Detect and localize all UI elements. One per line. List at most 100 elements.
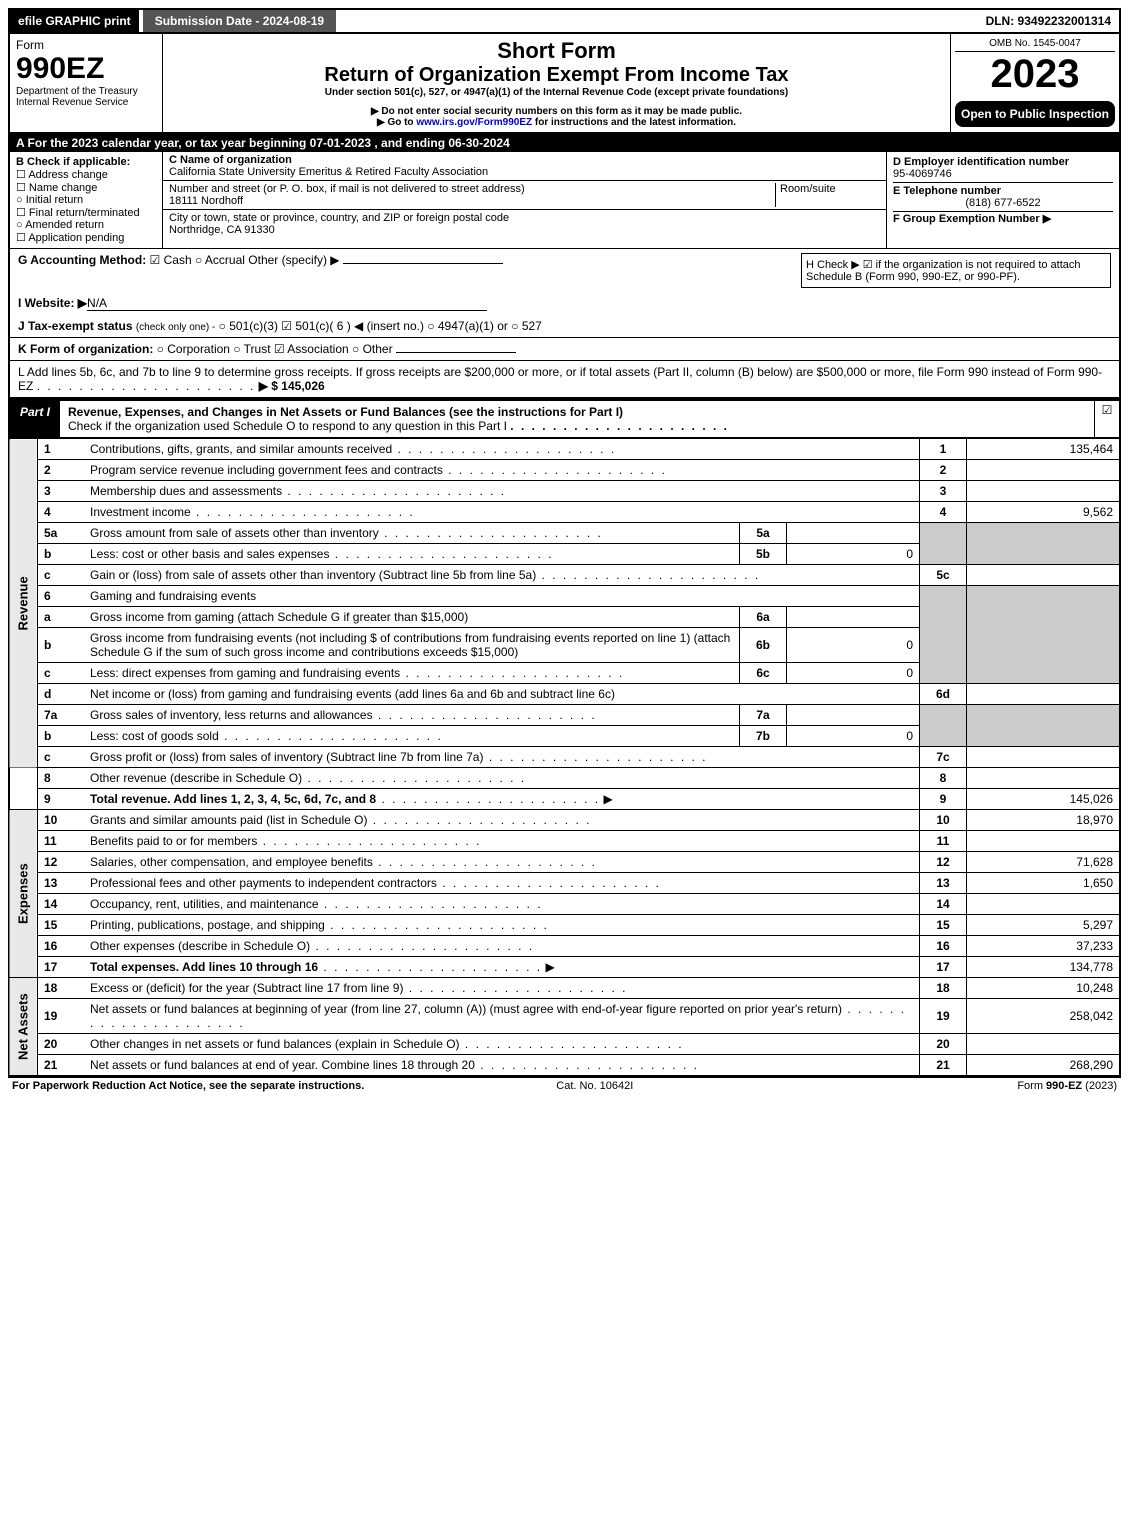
g-cash[interactable]: Cash bbox=[150, 253, 192, 267]
num-14: 14 bbox=[920, 894, 967, 915]
chk-application-pending[interactable]: Application pending bbox=[16, 231, 156, 244]
ln-6b: b bbox=[38, 628, 85, 663]
ln-7c: c bbox=[38, 747, 85, 768]
num-5c: 5c bbox=[920, 565, 967, 586]
mini-5b: 5b bbox=[740, 544, 787, 565]
header-right: OMB No. 1545-0047 2023 Open to Public In… bbox=[950, 34, 1119, 132]
ln-7b: b bbox=[38, 726, 85, 747]
ln-13: 13 bbox=[38, 873, 85, 894]
tel-label: E Telephone number bbox=[893, 185, 1001, 197]
row-l: L Add lines 5b, 6c, and 7b to line 9 to … bbox=[8, 361, 1121, 399]
ln-5b: b bbox=[38, 544, 85, 565]
side-netassets: Net Assets bbox=[9, 978, 38, 1076]
city-label: City or town, state or province, country… bbox=[169, 212, 509, 224]
val-9: 145,026 bbox=[967, 789, 1121, 810]
street-value: 18111 Nordhoff bbox=[169, 195, 243, 207]
val-11 bbox=[967, 831, 1121, 852]
ln-8: 8 bbox=[38, 768, 85, 789]
num-11: 11 bbox=[920, 831, 967, 852]
shade-7 bbox=[920, 705, 967, 747]
section-a-bar: A For the 2023 calendar year, or tax yea… bbox=[8, 134, 1121, 152]
shade-5v bbox=[967, 523, 1121, 565]
num-9: 9 bbox=[920, 789, 967, 810]
part1-header: Part I Revenue, Expenses, and Changes in… bbox=[8, 399, 1121, 439]
val-6d bbox=[967, 684, 1121, 705]
ln-17: 17 bbox=[38, 957, 85, 978]
j-options[interactable]: ○ 501(c)(3) ☑ 501(c)( 6 ) ◀ (insert no.)… bbox=[219, 319, 542, 333]
minival-7b: 0 bbox=[787, 726, 920, 747]
desc-18: Excess or (deficit) for the year (Subtra… bbox=[90, 981, 403, 995]
omb-number: OMB No. 1545-0047 bbox=[955, 38, 1115, 52]
form-number: 990EZ bbox=[16, 52, 156, 86]
ln-12: 12 bbox=[38, 852, 85, 873]
desc-5c: Gain or (loss) from sale of assets other… bbox=[90, 568, 536, 582]
chk-final-return[interactable]: Final return/terminated bbox=[16, 206, 156, 219]
header-left: Form 990EZ Department of the Treasury In… bbox=[10, 34, 163, 132]
lines-table: Revenue 1 Contributions, gifts, grants, … bbox=[8, 439, 1121, 1076]
desc-8: Other revenue (describe in Schedule O) bbox=[90, 771, 302, 785]
num-19: 19 bbox=[920, 999, 967, 1034]
city-value: Northridge, CA 91330 bbox=[169, 224, 275, 236]
chk-amended-return[interactable]: Amended return bbox=[16, 219, 156, 231]
top-bar: efile GRAPHIC print Submission Date - 20… bbox=[8, 8, 1121, 34]
ln-15: 15 bbox=[38, 915, 85, 936]
h-box: H Check ▶ ☑ if the organization is not r… bbox=[801, 253, 1111, 288]
k-label: K Form of organization: bbox=[18, 342, 153, 356]
desc-14: Occupancy, rent, utilities, and maintena… bbox=[90, 897, 319, 911]
efile-label: efile GRAPHIC print bbox=[10, 10, 139, 32]
side-revenue: Revenue bbox=[9, 439, 38, 768]
val-16: 37,233 bbox=[967, 936, 1121, 957]
val-12: 71,628 bbox=[967, 852, 1121, 873]
tax-year: 2023 bbox=[955, 52, 1115, 97]
open-public-badge: Open to Public Inspection bbox=[955, 101, 1115, 127]
submission-date: Submission Date - 2024-08-19 bbox=[143, 10, 336, 32]
minival-5a bbox=[787, 523, 920, 544]
ln-5a: 5a bbox=[38, 523, 85, 544]
num-20: 20 bbox=[920, 1034, 967, 1055]
short-form-title: Short Form bbox=[167, 38, 946, 64]
val-7c bbox=[967, 747, 1121, 768]
irs-link[interactable]: www.irs.gov/Form990EZ bbox=[416, 117, 532, 128]
form-header: Form 990EZ Department of the Treasury In… bbox=[8, 34, 1121, 134]
num-12: 12 bbox=[920, 852, 967, 873]
ln-19: 19 bbox=[38, 999, 85, 1034]
subtitle: Under section 501(c), 527, or 4947(a)(1)… bbox=[167, 87, 946, 98]
page-footer: For Paperwork Reduction Act Notice, see … bbox=[8, 1076, 1121, 1094]
dept-treasury: Department of the Treasury bbox=[16, 86, 156, 97]
mini-6c: 6c bbox=[740, 663, 787, 684]
desc-10: Grants and similar amounts paid (list in… bbox=[90, 813, 367, 827]
val-17: 134,778 bbox=[967, 957, 1121, 978]
website-value: N/A bbox=[87, 296, 487, 311]
val-4: 9,562 bbox=[967, 502, 1121, 523]
desc-7b: Less: cost of goods sold bbox=[90, 729, 219, 743]
arrow-17: ▶ bbox=[545, 960, 554, 974]
row-g-h: G Accounting Method: Cash Accrual Other … bbox=[8, 249, 1121, 292]
irs-label: Internal Revenue Service bbox=[16, 97, 156, 108]
num-21: 21 bbox=[920, 1055, 967, 1076]
val-10: 18,970 bbox=[967, 810, 1121, 831]
part1-check[interactable]: ☑ bbox=[1094, 401, 1119, 437]
j-sub: (check only one) - bbox=[136, 322, 215, 333]
g-other[interactable]: Other (specify) ▶ bbox=[248, 253, 339, 267]
chk-name-change[interactable]: Name change bbox=[16, 181, 156, 194]
desc-17: Total expenses. Add lines 10 through 16 bbox=[90, 960, 318, 974]
chk-initial-return[interactable]: Initial return bbox=[16, 194, 156, 206]
val-20 bbox=[967, 1034, 1121, 1055]
arrow-9: ▶ bbox=[603, 792, 612, 806]
footer-left: For Paperwork Reduction Act Notice, see … bbox=[12, 1080, 364, 1092]
ln-6d: d bbox=[38, 684, 85, 705]
part1-subtitle: Check if the organization used Schedule … bbox=[68, 419, 507, 433]
minival-6b: 0 bbox=[787, 628, 920, 663]
ln-7a: 7a bbox=[38, 705, 85, 726]
k-options[interactable]: ○ Corporation ○ Trust ☑ Association ○ Ot… bbox=[157, 342, 393, 356]
row-j: J Tax-exempt status (check only one) - ○… bbox=[8, 315, 1121, 337]
g-accrual[interactable]: Accrual bbox=[195, 253, 245, 267]
desc-5b: Less: cost or other basis and sales expe… bbox=[90, 547, 329, 561]
num-3: 3 bbox=[920, 481, 967, 502]
num-1: 1 bbox=[920, 439, 967, 460]
dln-label: DLN: 93492232001314 bbox=[978, 10, 1119, 32]
val-2 bbox=[967, 460, 1121, 481]
b-label: B Check if applicable: bbox=[16, 156, 156, 168]
ln-14: 14 bbox=[38, 894, 85, 915]
chk-address-change[interactable]: Address change bbox=[16, 168, 156, 181]
